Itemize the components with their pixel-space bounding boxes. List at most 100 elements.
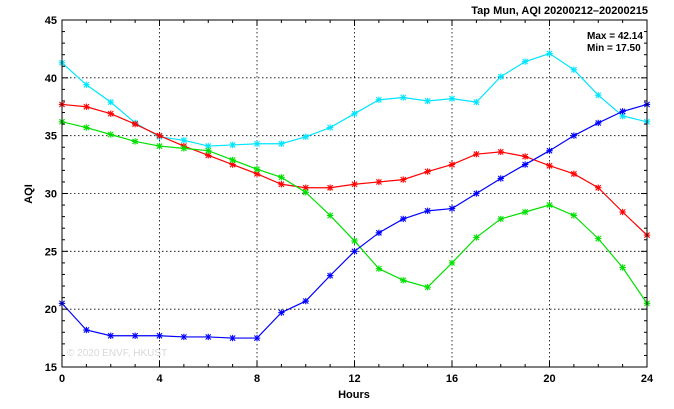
- data-point: [253, 334, 261, 342]
- watermark: © 2020 ENVF, HKUST: [67, 348, 167, 359]
- y-tick-label: 40: [45, 73, 57, 85]
- data-point: [302, 189, 309, 196]
- y-tick-label: 35: [45, 131, 57, 143]
- data-point: [253, 140, 261, 147]
- chart-title: Tap Mun, AQI 20200212–20200215: [471, 5, 648, 17]
- data-point: [595, 91, 602, 99]
- data-point: [375, 178, 383, 186]
- data-point: [570, 212, 578, 219]
- data-point: [180, 145, 188, 152]
- data-point: [302, 133, 309, 141]
- axis-ticks: 0 4 8 12 16 20 24 15 20 25 30 35 40 45: [45, 15, 654, 385]
- data-point: [473, 190, 480, 197]
- data-point: [546, 50, 553, 57]
- data-point: [375, 265, 383, 272]
- data-point: [83, 103, 90, 110]
- data-point: [400, 94, 407, 101]
- data-point: [448, 161, 456, 168]
- data-point: [473, 98, 480, 106]
- data-point: [131, 332, 139, 339]
- data-point: [595, 119, 602, 127]
- data-point: [351, 248, 358, 255]
- series-2: [58, 101, 651, 239]
- data-point: [205, 147, 212, 154]
- x-tick-label: 8: [254, 373, 260, 385]
- data-point: [326, 184, 334, 191]
- data-point: [205, 333, 212, 341]
- data-point: [400, 215, 407, 223]
- data-point: [107, 332, 114, 339]
- data-point: [83, 326, 90, 334]
- series-layer: [58, 50, 651, 342]
- min-stat-label: Min = 17.50: [587, 43, 641, 54]
- data-point: [424, 168, 431, 175]
- data-point: [107, 98, 114, 106]
- data-point: [448, 259, 456, 267]
- data-point: [156, 332, 163, 339]
- data-point: [180, 333, 188, 341]
- data-point: [521, 153, 529, 160]
- data-point: [131, 120, 139, 128]
- data-point: [400, 176, 407, 183]
- y-tick-label: 45: [45, 15, 57, 27]
- x-tick-label: 4: [156, 373, 163, 385]
- data-point: [351, 181, 358, 188]
- grid-lines: [62, 20, 647, 367]
- data-point: [448, 95, 456, 102]
- data-point: [424, 207, 431, 215]
- x-tick-label: 12: [348, 373, 360, 385]
- x-tick-label: 24: [641, 373, 654, 385]
- data-point: [131, 138, 139, 145]
- data-point: [83, 81, 90, 88]
- data-point: [326, 272, 334, 279]
- y-axis-label: AQI: [23, 184, 35, 204]
- max-stat-label: Max = 42.14: [587, 31, 643, 42]
- data-point: [83, 124, 90, 131]
- data-point: [546, 147, 553, 154]
- data-point: [497, 175, 504, 182]
- data-point: [302, 297, 309, 305]
- series-3: [58, 118, 651, 307]
- data-point: [180, 137, 188, 144]
- data-point: [497, 73, 504, 80]
- data-point: [497, 148, 504, 156]
- data-point: [521, 161, 529, 168]
- data-point: [278, 140, 285, 147]
- data-point: [619, 208, 626, 216]
- series-4: [58, 101, 651, 342]
- data-point: [595, 235, 602, 242]
- data-point: [570, 170, 578, 178]
- data-point: [107, 131, 114, 138]
- data-point: [570, 66, 578, 73]
- data-point: [326, 124, 334, 131]
- data-point: [253, 166, 261, 173]
- data-point: [546, 162, 553, 169]
- data-point: [229, 161, 236, 168]
- data-point: [205, 152, 212, 159]
- y-tick-label: 25: [45, 246, 57, 258]
- x-tick-label: 16: [446, 373, 458, 385]
- data-point: [229, 156, 236, 164]
- data-point: [351, 237, 358, 245]
- data-point: [473, 234, 480, 241]
- y-tick-label: 30: [45, 189, 57, 201]
- data-point: [400, 277, 407, 284]
- data-point: [278, 174, 285, 181]
- data-point: [521, 58, 529, 65]
- data-point: [278, 181, 285, 188]
- data-point: [497, 215, 504, 223]
- y-tick-label: 20: [45, 304, 57, 316]
- data-point: [424, 283, 431, 291]
- data-point: [473, 150, 480, 158]
- data-point: [229, 334, 236, 342]
- data-point: [351, 110, 358, 117]
- data-point: [156, 142, 163, 150]
- data-point: [107, 110, 114, 117]
- data-point: [619, 264, 626, 271]
- x-tick-label: 20: [543, 373, 555, 385]
- data-point: [278, 309, 285, 316]
- y-tick-label: 15: [45, 362, 57, 374]
- data-point: [229, 141, 236, 149]
- data-point: [546, 201, 553, 209]
